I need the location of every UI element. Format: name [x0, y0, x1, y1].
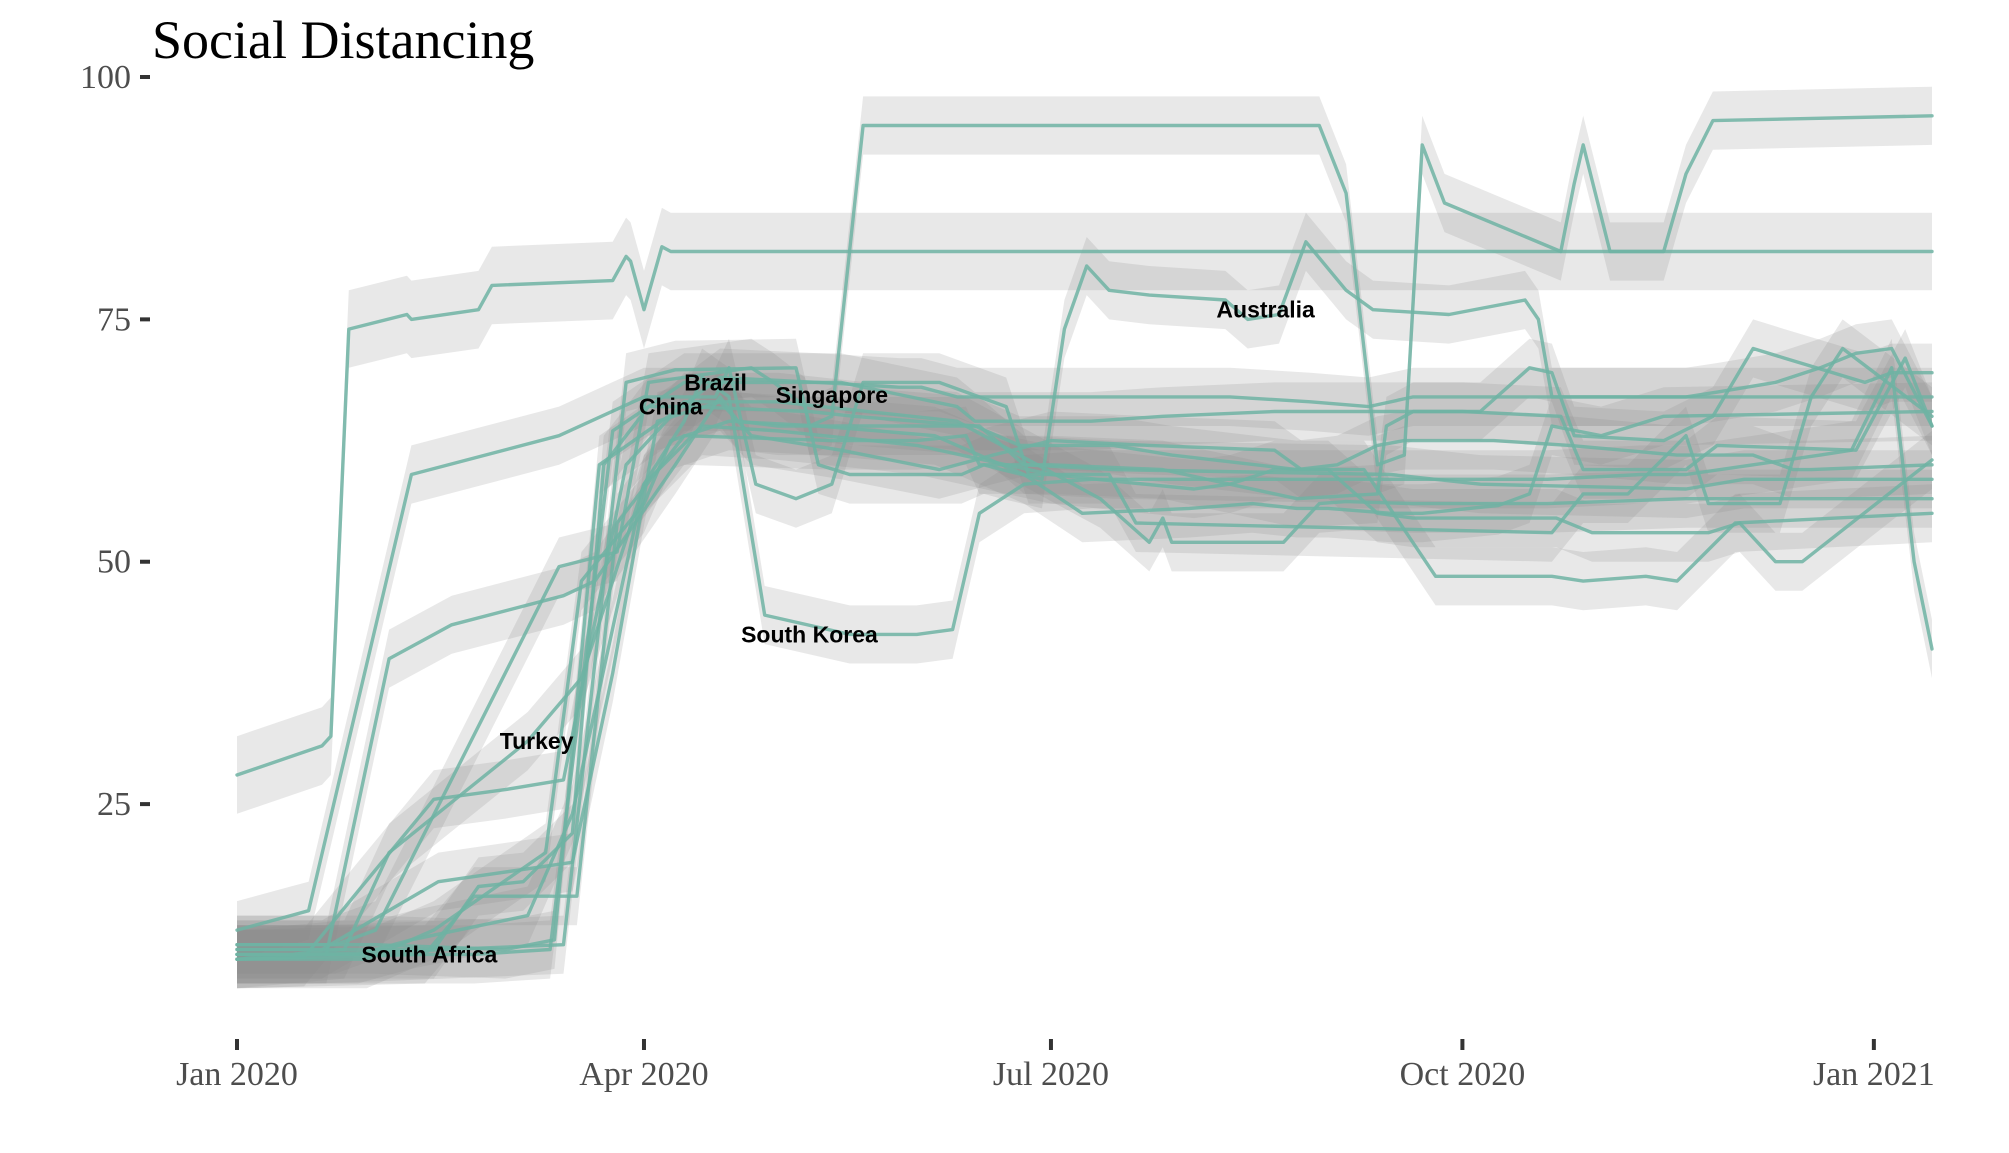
annotation-south-korea: South Korea — [741, 621, 878, 647]
series-line-14 — [235, 346, 1934, 952]
series-line-11 — [235, 395, 1934, 957]
x-tick-label-4: Jan 2021 — [1813, 1056, 1935, 1093]
series-line-6 — [235, 409, 1934, 961]
series-band-1 — [237, 207, 1932, 814]
x-tick-label-2: Jul 2020 — [993, 1056, 1109, 1093]
series-line-2 — [235, 114, 1934, 957]
series-line-13 — [235, 346, 1934, 961]
series-band-9 — [237, 377, 1932, 979]
annotation-australia: Australia — [1216, 297, 1315, 323]
annotation-singapore: Singapore — [776, 382, 888, 408]
series-band-6 — [237, 382, 1932, 989]
y-tick-label-25: 25 — [97, 786, 131, 823]
x-tick-label-3: Oct 2020 — [1400, 1056, 1526, 1093]
x-axis: Jan 2020 Apr 2020 Jul 2020 Oct 2020 Jan 2021 — [176, 1039, 1935, 1093]
series-line-3 — [235, 240, 1934, 947]
x-tick-label-0: Jan 2020 — [176, 1056, 298, 1093]
annotation-brazil: Brazil — [684, 369, 747, 395]
series-line-10 — [235, 356, 1934, 957]
series-lines — [235, 114, 1934, 961]
y-tick-label-100: 100 — [80, 59, 131, 96]
series-line-5 — [235, 400, 1934, 952]
annotation-china: China — [639, 394, 703, 420]
series-band-3 — [237, 212, 1932, 974]
series-line-1 — [235, 244, 1934, 777]
y-tick-label-50: 50 — [97, 544, 131, 581]
series-line-9 — [235, 404, 1934, 952]
series-band-8 — [237, 372, 1932, 989]
annotation-south-africa: South Africa — [361, 941, 497, 967]
y-tick-label-75: 75 — [97, 301, 131, 338]
y-axis: 25 50 75 100 — [80, 59, 150, 823]
chart-title: Social Distancing — [152, 10, 534, 70]
annotation-turkey: Turkey — [500, 728, 574, 754]
confidence-bands — [237, 86, 1932, 989]
series-band-4 — [237, 319, 1932, 960]
series-band-5 — [237, 372, 1932, 979]
x-tick-label-1: Apr 2020 — [579, 1056, 708, 1093]
series-line-4 — [235, 346, 1934, 932]
series-line-8 — [235, 400, 1934, 961]
series-band-7 — [237, 396, 1932, 989]
